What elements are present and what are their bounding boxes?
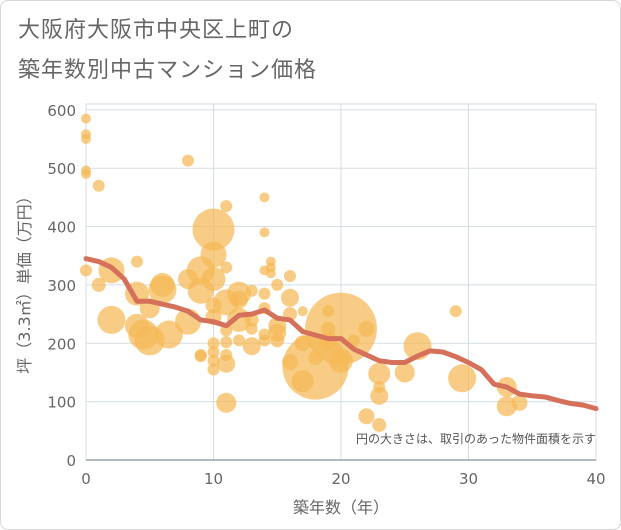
- data-bubble: [245, 322, 258, 335]
- data-bubble: [245, 284, 258, 297]
- data-bubble: [220, 261, 233, 274]
- data-bubble: [216, 392, 237, 413]
- x-tick-label: 0: [81, 470, 91, 488]
- y-tick-label: 400: [47, 219, 76, 237]
- x-tick-label: 20: [331, 470, 350, 488]
- data-bubble: [233, 334, 245, 347]
- data-bubble: [192, 208, 235, 251]
- data-bubble: [205, 297, 222, 314]
- bubble-series: [80, 113, 528, 432]
- data-bubble: [207, 346, 220, 359]
- data-bubble: [91, 277, 106, 292]
- data-bubble: [131, 255, 143, 268]
- data-bubble: [207, 354, 220, 367]
- data-bubble: [308, 350, 323, 365]
- data-bubble: [322, 305, 335, 318]
- data-bubble: [329, 348, 353, 373]
- data-bubble: [182, 154, 194, 167]
- data-bubble: [259, 192, 270, 203]
- y-tick-label: 600: [47, 102, 76, 120]
- data-bubble: [220, 348, 233, 361]
- data-bubble: [449, 305, 462, 318]
- data-bubble: [207, 337, 220, 350]
- data-bubble: [217, 354, 236, 373]
- y-tick-label: 0: [66, 452, 76, 470]
- data-bubble: [265, 268, 276, 279]
- trend-line-layer: [83, 256, 599, 412]
- data-bubble: [281, 288, 299, 307]
- axis-labels: 0 100 200 300 400 500 600 0 10 20 30 40: [47, 102, 605, 488]
- data-bubble: [258, 287, 271, 300]
- data-bubble: [394, 362, 415, 383]
- data-bubble: [511, 394, 528, 411]
- data-bubble: [358, 408, 375, 425]
- data-bubble: [230, 290, 248, 309]
- data-bubble: [125, 313, 149, 338]
- chart-title-line2: 築年数別中古マンション価格: [18, 58, 318, 83]
- bubble-size-note: 円の大きさは、取引のあった物件面積を示す: [356, 431, 596, 446]
- data-bubble: [178, 269, 198, 290]
- data-bubble: [242, 337, 261, 356]
- data-bubble: [258, 334, 271, 347]
- data-bubble: [97, 305, 126, 334]
- data-bubble: [220, 324, 233, 337]
- y-tick-label: 500: [47, 160, 76, 178]
- y-tick-label: 100: [47, 394, 76, 412]
- data-bubble: [194, 350, 207, 363]
- data-bubble: [154, 320, 183, 349]
- data-bubble: [220, 336, 233, 349]
- data-bubble: [372, 417, 387, 432]
- data-bubble: [368, 362, 391, 385]
- data-bubble: [294, 335, 311, 352]
- x-tick-label: 30: [459, 470, 478, 488]
- data-bubble: [321, 321, 336, 336]
- data-bubble: [282, 353, 298, 370]
- data-bubble: [284, 270, 296, 283]
- data-bubble: [291, 370, 314, 393]
- x-tick-label: 10: [204, 470, 223, 488]
- x-axis-title: 築年数（年）: [293, 498, 389, 517]
- data-bubble: [370, 386, 389, 405]
- data-bubble: [270, 333, 285, 348]
- data-bubble: [200, 241, 227, 268]
- data-bubble: [347, 334, 360, 347]
- data-bubble: [259, 227, 270, 238]
- average-price-line: [83, 256, 599, 412]
- data-bubble: [150, 272, 175, 297]
- data-bubble: [80, 264, 92, 277]
- data-bubble: [297, 306, 308, 317]
- data-bubble: [92, 179, 105, 192]
- x-tick-label: 40: [586, 470, 605, 488]
- data-bubble: [220, 200, 233, 213]
- data-bubble: [207, 363, 220, 376]
- data-bubble: [81, 169, 91, 180]
- y-tick-label: 200: [47, 335, 76, 353]
- y-tick-label: 300: [47, 277, 76, 295]
- y-axis-title: 坪（3.3㎡）単価（万円）: [15, 188, 34, 373]
- chart-title-line1: 大阪府大阪市中央区上町の: [18, 18, 295, 43]
- data-bubble: [271, 278, 284, 291]
- data-bubble: [373, 381, 386, 394]
- data-bubble: [201, 267, 226, 292]
- data-bubble: [81, 113, 91, 124]
- data-bubble: [81, 134, 91, 145]
- data-bubble: [358, 320, 375, 337]
- data-bubble: [448, 364, 477, 393]
